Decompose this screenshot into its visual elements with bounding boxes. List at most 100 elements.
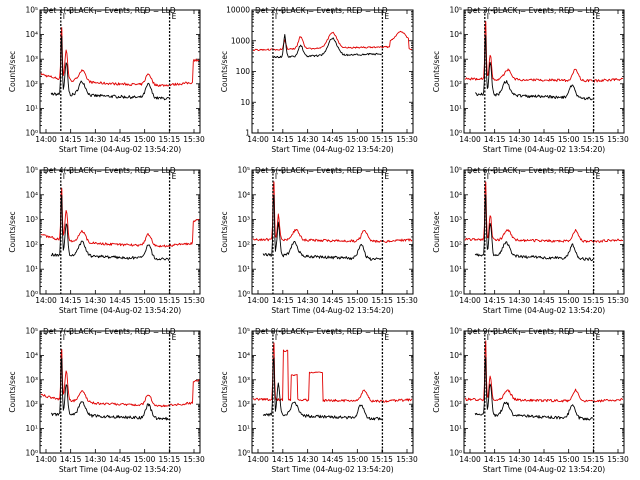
x-tick-label: 15:00 (558, 296, 580, 305)
chart-title-prefix: Det 1 (43, 6, 64, 15)
y-tick-label: 10¹ (25, 424, 38, 433)
y-tick-label: 10⁵ (449, 327, 462, 336)
chart-title-prefix: Det 9 (467, 327, 488, 336)
y-tick-label: 10⁰ (449, 449, 462, 458)
y-tick-label: 10² (237, 400, 250, 409)
x-tick-label: 15:00 (134, 455, 156, 464)
x-tick-label: 14:00 (459, 455, 481, 464)
y-tick-label: 10⁵ (25, 6, 38, 15)
chart-title-prefix: Det 3 (467, 6, 488, 15)
x-tick-label: 14:30 (85, 455, 107, 464)
lld-series-line (464, 181, 624, 243)
plot-frame (251, 330, 414, 454)
x-axis-label: Start Time (04-Aug-02 13:54:20) (59, 306, 181, 315)
interval-end-marker: E (172, 333, 177, 342)
x-tick-label: 15:30 (183, 296, 205, 305)
x-tick-label: 15:15 (371, 455, 393, 464)
y-tick-label: 10³ (237, 375, 250, 384)
x-tick-label: 14:30 (297, 455, 319, 464)
y-tick-label: 10³ (25, 215, 38, 224)
y-tick-label: 1 (245, 129, 250, 138)
interval-end-marker: E (384, 333, 389, 342)
y-tick-label: 10⁴ (237, 351, 250, 360)
x-tick-label: 15:00 (134, 135, 156, 144)
y-tick-label: 10³ (25, 55, 38, 64)
lld-series-line (252, 30, 413, 51)
interval-start-marker: I (275, 12, 277, 21)
lld-series-line (40, 187, 200, 248)
y-axis-label: Counts/sec (432, 51, 441, 92)
x-tick-label: 14:45 (109, 455, 131, 464)
plot-frame (463, 169, 625, 295)
x-tick-label: 14:30 (509, 455, 531, 464)
x-tick-label: 14:00 (247, 455, 269, 464)
x-tick-label: 15:30 (607, 296, 629, 305)
y-tick-label: 10 (240, 98, 250, 107)
x-tick-label: 15:15 (159, 135, 181, 144)
chart-title: Det 6(-BLACK = Events, RED = LLD (467, 166, 600, 175)
x-tick-label: 14:00 (35, 455, 57, 464)
interval-end-marker: E (596, 333, 601, 342)
chart-title: Det 5(-BLACK = Events, RED = LLD (255, 166, 388, 175)
interval-start-marker: I (275, 172, 277, 181)
interval-start-marker: I (63, 172, 65, 181)
y-tick-label: 10⁰ (237, 449, 250, 458)
y-axis-label: Counts/sec (220, 211, 229, 252)
y-tick-label: 10⁴ (25, 190, 38, 199)
y-tick-label: 10² (449, 240, 462, 249)
y-tick-label: 10¹ (25, 104, 38, 113)
chart-title: Det 4(-BLACK = Events, RED = LLD (43, 166, 176, 175)
y-tick-label: 1000 (231, 36, 250, 45)
y-tick-label: 10⁴ (25, 30, 38, 39)
x-tick-label: 14:00 (35, 135, 57, 144)
lld-series-line (464, 340, 624, 403)
y-tick-label: 10² (25, 79, 38, 88)
y-tick-label: 10⁵ (449, 166, 462, 175)
x-tick-label: 15:15 (159, 296, 181, 305)
y-tick-label: 10³ (449, 55, 462, 64)
x-tick-label: 14:00 (247, 296, 269, 305)
x-tick-label: 15:00 (134, 296, 156, 305)
y-tick-label: 10⁵ (237, 166, 250, 175)
x-tick-label: 15:30 (607, 455, 629, 464)
chart-title: Det 8(-BLACK = Events, RED = LLD (255, 327, 388, 336)
x-axis-label: Start Time (04-Aug-02 13:54:20) (271, 465, 393, 474)
chart-title-suffix: (-BLACK = Events, RED = LLD (64, 166, 176, 175)
x-tick-label: 14:30 (297, 296, 319, 305)
y-tick-label: 10⁰ (25, 449, 38, 458)
x-tick-label: 15:15 (159, 455, 181, 464)
chart-title: Det 3(-BLACK = Events, RED = LLD (467, 6, 600, 15)
x-tick-label: 14:15 (484, 135, 506, 144)
x-tick-label: 15:30 (183, 455, 205, 464)
chart-title-prefix: Det 5 (255, 166, 276, 175)
lld-series-line (252, 181, 413, 243)
y-tick-label: 10¹ (449, 104, 462, 113)
y-tick-label: 10³ (237, 215, 250, 224)
y-axis-label: Counts/sec (432, 211, 441, 252)
x-tick-label: 14:15 (272, 135, 294, 144)
x-tick-label: 14:45 (109, 135, 131, 144)
x-tick-label: 14:45 (322, 296, 344, 305)
x-tick-label: 14:30 (297, 135, 319, 144)
interval-start-marker: I (63, 333, 65, 342)
chart-title-suffix: (-BLACK = Events, RED = LLD (64, 327, 176, 336)
y-axis-label: Counts/sec (220, 51, 229, 92)
y-axis-label: Counts/sec (8, 211, 17, 252)
chart-title-suffix: (-BLACK = Events, RED = LLD (488, 6, 600, 15)
x-tick-label: 15:15 (583, 135, 605, 144)
y-tick-label: 10¹ (237, 265, 250, 274)
chart-title-suffix: (-BLACK = Events, RED = LLD (64, 6, 176, 15)
x-tick-label: 15:00 (347, 455, 369, 464)
chart-title-suffix: (-BLACK = Events, RED = LLD (276, 6, 388, 15)
x-tick-label: 15:00 (558, 455, 580, 464)
x-tick-label: 15:30 (396, 296, 418, 305)
interval-end-marker: E (384, 12, 389, 21)
chart-title-suffix: (-BLACK = Events, RED = LLD (488, 166, 600, 175)
